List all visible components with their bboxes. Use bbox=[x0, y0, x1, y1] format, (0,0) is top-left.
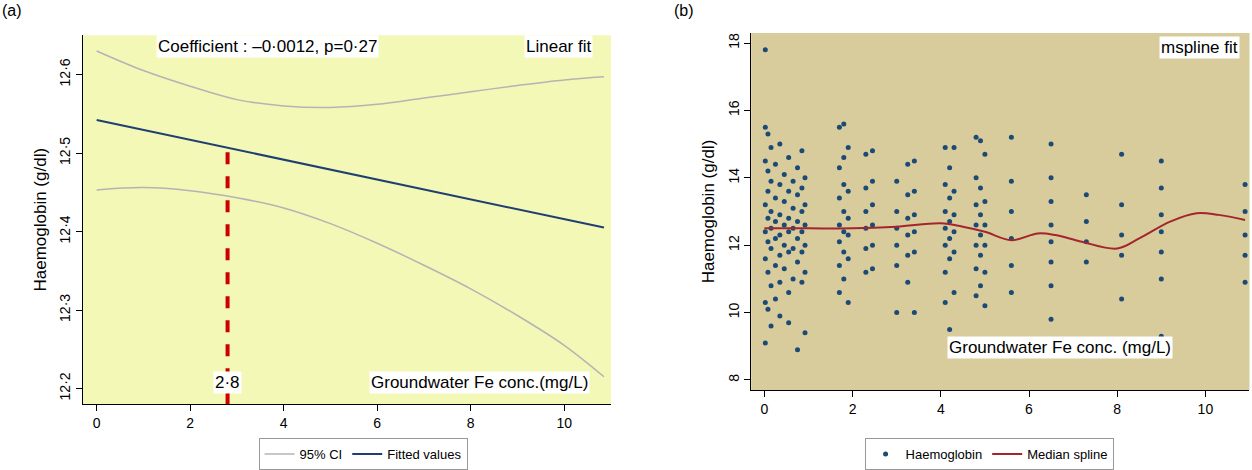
svg-text:Coefficient : –0·0012, p=0·27: Coefficient : –0·0012, p=0·27 bbox=[158, 37, 377, 56]
svg-text:10: 10 bbox=[726, 302, 742, 318]
svg-text:12·6: 12·6 bbox=[57, 58, 73, 86]
svg-text:Groundwater Fe conc. (mg/L): Groundwater Fe conc. (mg/L) bbox=[949, 338, 1171, 357]
svg-text:12·3: 12·3 bbox=[57, 294, 73, 322]
svg-text:12: 12 bbox=[726, 235, 742, 251]
svg-text:18: 18 bbox=[726, 33, 742, 49]
svg-text:2: 2 bbox=[186, 415, 194, 431]
svg-text:14: 14 bbox=[726, 168, 742, 184]
svg-text:12·2: 12·2 bbox=[57, 372, 73, 400]
svg-text:6: 6 bbox=[373, 415, 381, 431]
svg-text:Groundwater Fe conc.(mg/L): Groundwater Fe conc.(mg/L) bbox=[371, 373, 588, 392]
svg-text:0: 0 bbox=[761, 401, 769, 417]
svg-text:8: 8 bbox=[1113, 401, 1121, 417]
svg-text:Fitted values: Fitted values bbox=[387, 447, 461, 462]
svg-text:8: 8 bbox=[467, 415, 475, 431]
svg-text:0: 0 bbox=[93, 415, 101, 431]
svg-text:12·5: 12·5 bbox=[57, 137, 73, 165]
svg-text:Haemoglobin (g/dl): Haemoglobin (g/dl) bbox=[699, 140, 718, 284]
svg-text:Haemoglobin: Haemoglobin bbox=[906, 447, 983, 462]
svg-text:4: 4 bbox=[937, 401, 945, 417]
svg-text:16: 16 bbox=[726, 100, 742, 116]
svg-text:Haemoglobin (g/dl): Haemoglobin (g/dl) bbox=[31, 148, 50, 292]
svg-text:6: 6 bbox=[1025, 401, 1033, 417]
svg-text:mspline fit: mspline fit bbox=[1161, 38, 1238, 57]
svg-text:(b): (b) bbox=[674, 2, 694, 19]
svg-text:10: 10 bbox=[556, 415, 572, 431]
svg-text:10: 10 bbox=[1198, 401, 1214, 417]
svg-text:8: 8 bbox=[726, 374, 742, 382]
svg-text:2·8: 2·8 bbox=[215, 373, 240, 392]
svg-text:Median spline: Median spline bbox=[1027, 447, 1107, 462]
svg-text:4: 4 bbox=[280, 415, 288, 431]
svg-text:(a): (a) bbox=[2, 2, 22, 19]
svg-text:12·4: 12·4 bbox=[57, 215, 73, 243]
svg-text:95% CI: 95% CI bbox=[300, 447, 343, 462]
svg-text:Linear fit: Linear fit bbox=[526, 37, 591, 56]
svg-text:2: 2 bbox=[849, 401, 857, 417]
